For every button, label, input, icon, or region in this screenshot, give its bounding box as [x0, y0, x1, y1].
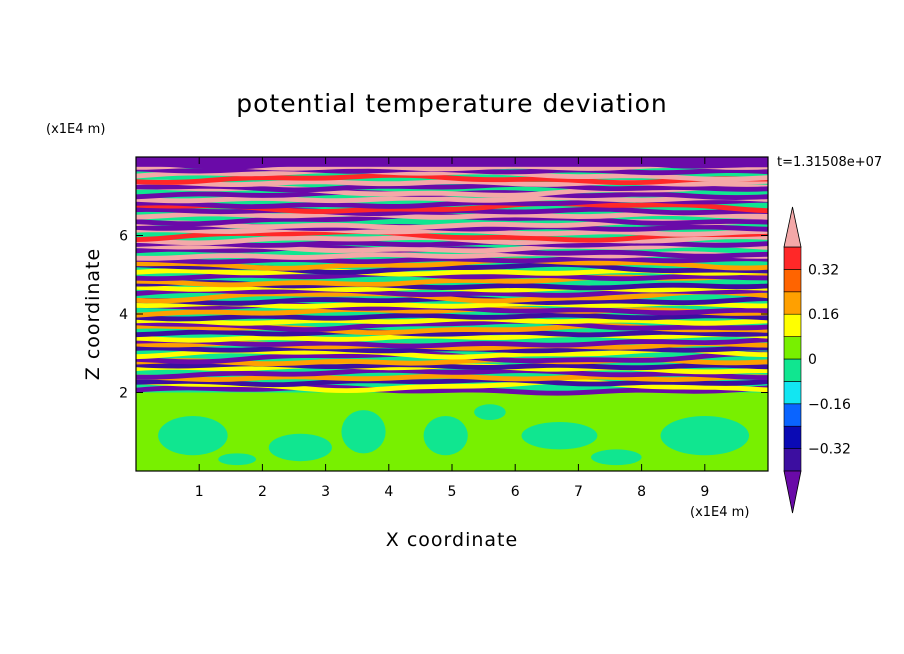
time-label: t=1.31508e+07	[777, 155, 882, 170]
contour-band	[136, 212, 768, 227]
contour-band	[136, 377, 768, 388]
x-tick-label: 4	[384, 484, 393, 500]
x-axis-label: X coordinate	[386, 529, 518, 551]
colorbar: 0.32 0.16 0 −0.16 −0.32	[783, 206, 851, 514]
lower-mixed-layer	[136, 392, 768, 471]
colorbar-swatch	[783, 403, 802, 427]
colorbar-swatch	[783, 291, 802, 315]
colorbar-swatch	[783, 313, 802, 337]
lower-layer-blob	[341, 410, 386, 454]
contour-band	[136, 300, 768, 309]
colorbar-swatch	[783, 269, 802, 293]
x-tick-label: 7	[574, 484, 583, 500]
contour-band	[136, 296, 768, 306]
colorbar-tick-label: 0.16	[808, 307, 839, 323]
x-tick-label: 2	[258, 484, 267, 500]
y-axis-unit: (x1E4 m)	[46, 122, 105, 137]
y-axis: 2 4 6	[119, 229, 768, 402]
chart-title: potential temperature deviation	[236, 89, 667, 118]
contour-band	[136, 280, 768, 291]
lower-layer-blob	[218, 453, 257, 466]
contour-band	[136, 287, 768, 298]
x-tick-label: 1	[195, 484, 204, 500]
contour-band	[136, 329, 768, 338]
contour-band	[136, 211, 768, 220]
x-tick-label: 3	[321, 484, 330, 500]
contour-band	[136, 312, 768, 322]
x-tick-label: 8	[637, 484, 646, 500]
colorbar-swatch	[783, 358, 802, 382]
y-tick-label: 2	[119, 386, 128, 402]
x-tick-label: 5	[448, 484, 457, 500]
x-axis: 1 2 3 4 5 6 7 8 9	[195, 157, 709, 500]
contour-band	[136, 257, 768, 271]
contour-band	[136, 163, 768, 172]
colorbar-swatch	[783, 381, 802, 405]
colorbar-tick-label: 0	[808, 352, 817, 368]
contour-band	[136, 229, 768, 243]
y-tick-label: 6	[119, 229, 128, 245]
lower-layer-blob	[591, 449, 642, 466]
contour-band	[136, 271, 768, 282]
contour-band	[136, 172, 768, 186]
x-axis-unit: (x1E4 m)	[690, 505, 749, 520]
contour-band	[136, 337, 768, 349]
colorbar-extend-high	[783, 206, 802, 248]
x-tick-label: 6	[511, 484, 520, 500]
layered-bands	[136, 157, 768, 396]
lower-layer-blob	[660, 416, 750, 456]
y-tick-label: 4	[119, 307, 128, 323]
contour-band	[136, 318, 768, 332]
colorbar-swatch	[783, 336, 802, 360]
x-tick-label: 9	[700, 484, 709, 500]
plot-area	[136, 157, 768, 471]
lower-layer-blob	[521, 421, 598, 450]
lower-layer-blob	[423, 416, 468, 456]
colorbar-tick-label: −0.16	[808, 397, 851, 413]
lower-layer-blob	[474, 404, 506, 420]
colorbar-swatch	[783, 425, 802, 449]
lower-layer-blob	[268, 433, 332, 462]
contour-band	[136, 182, 768, 193]
colorbar-tick-label: 0.32	[808, 262, 839, 278]
contour-band	[136, 234, 768, 246]
colorbar-swatch	[783, 246, 802, 270]
contour-band	[136, 201, 768, 214]
colorbar-extend-low	[783, 470, 802, 514]
colorbar-tick-label: −0.32	[808, 442, 851, 458]
contour-band	[136, 367, 768, 380]
colorbar-swatch	[783, 448, 802, 472]
lower-layer-blob	[158, 416, 228, 456]
y-axis-label: Z coordinate	[82, 248, 104, 380]
